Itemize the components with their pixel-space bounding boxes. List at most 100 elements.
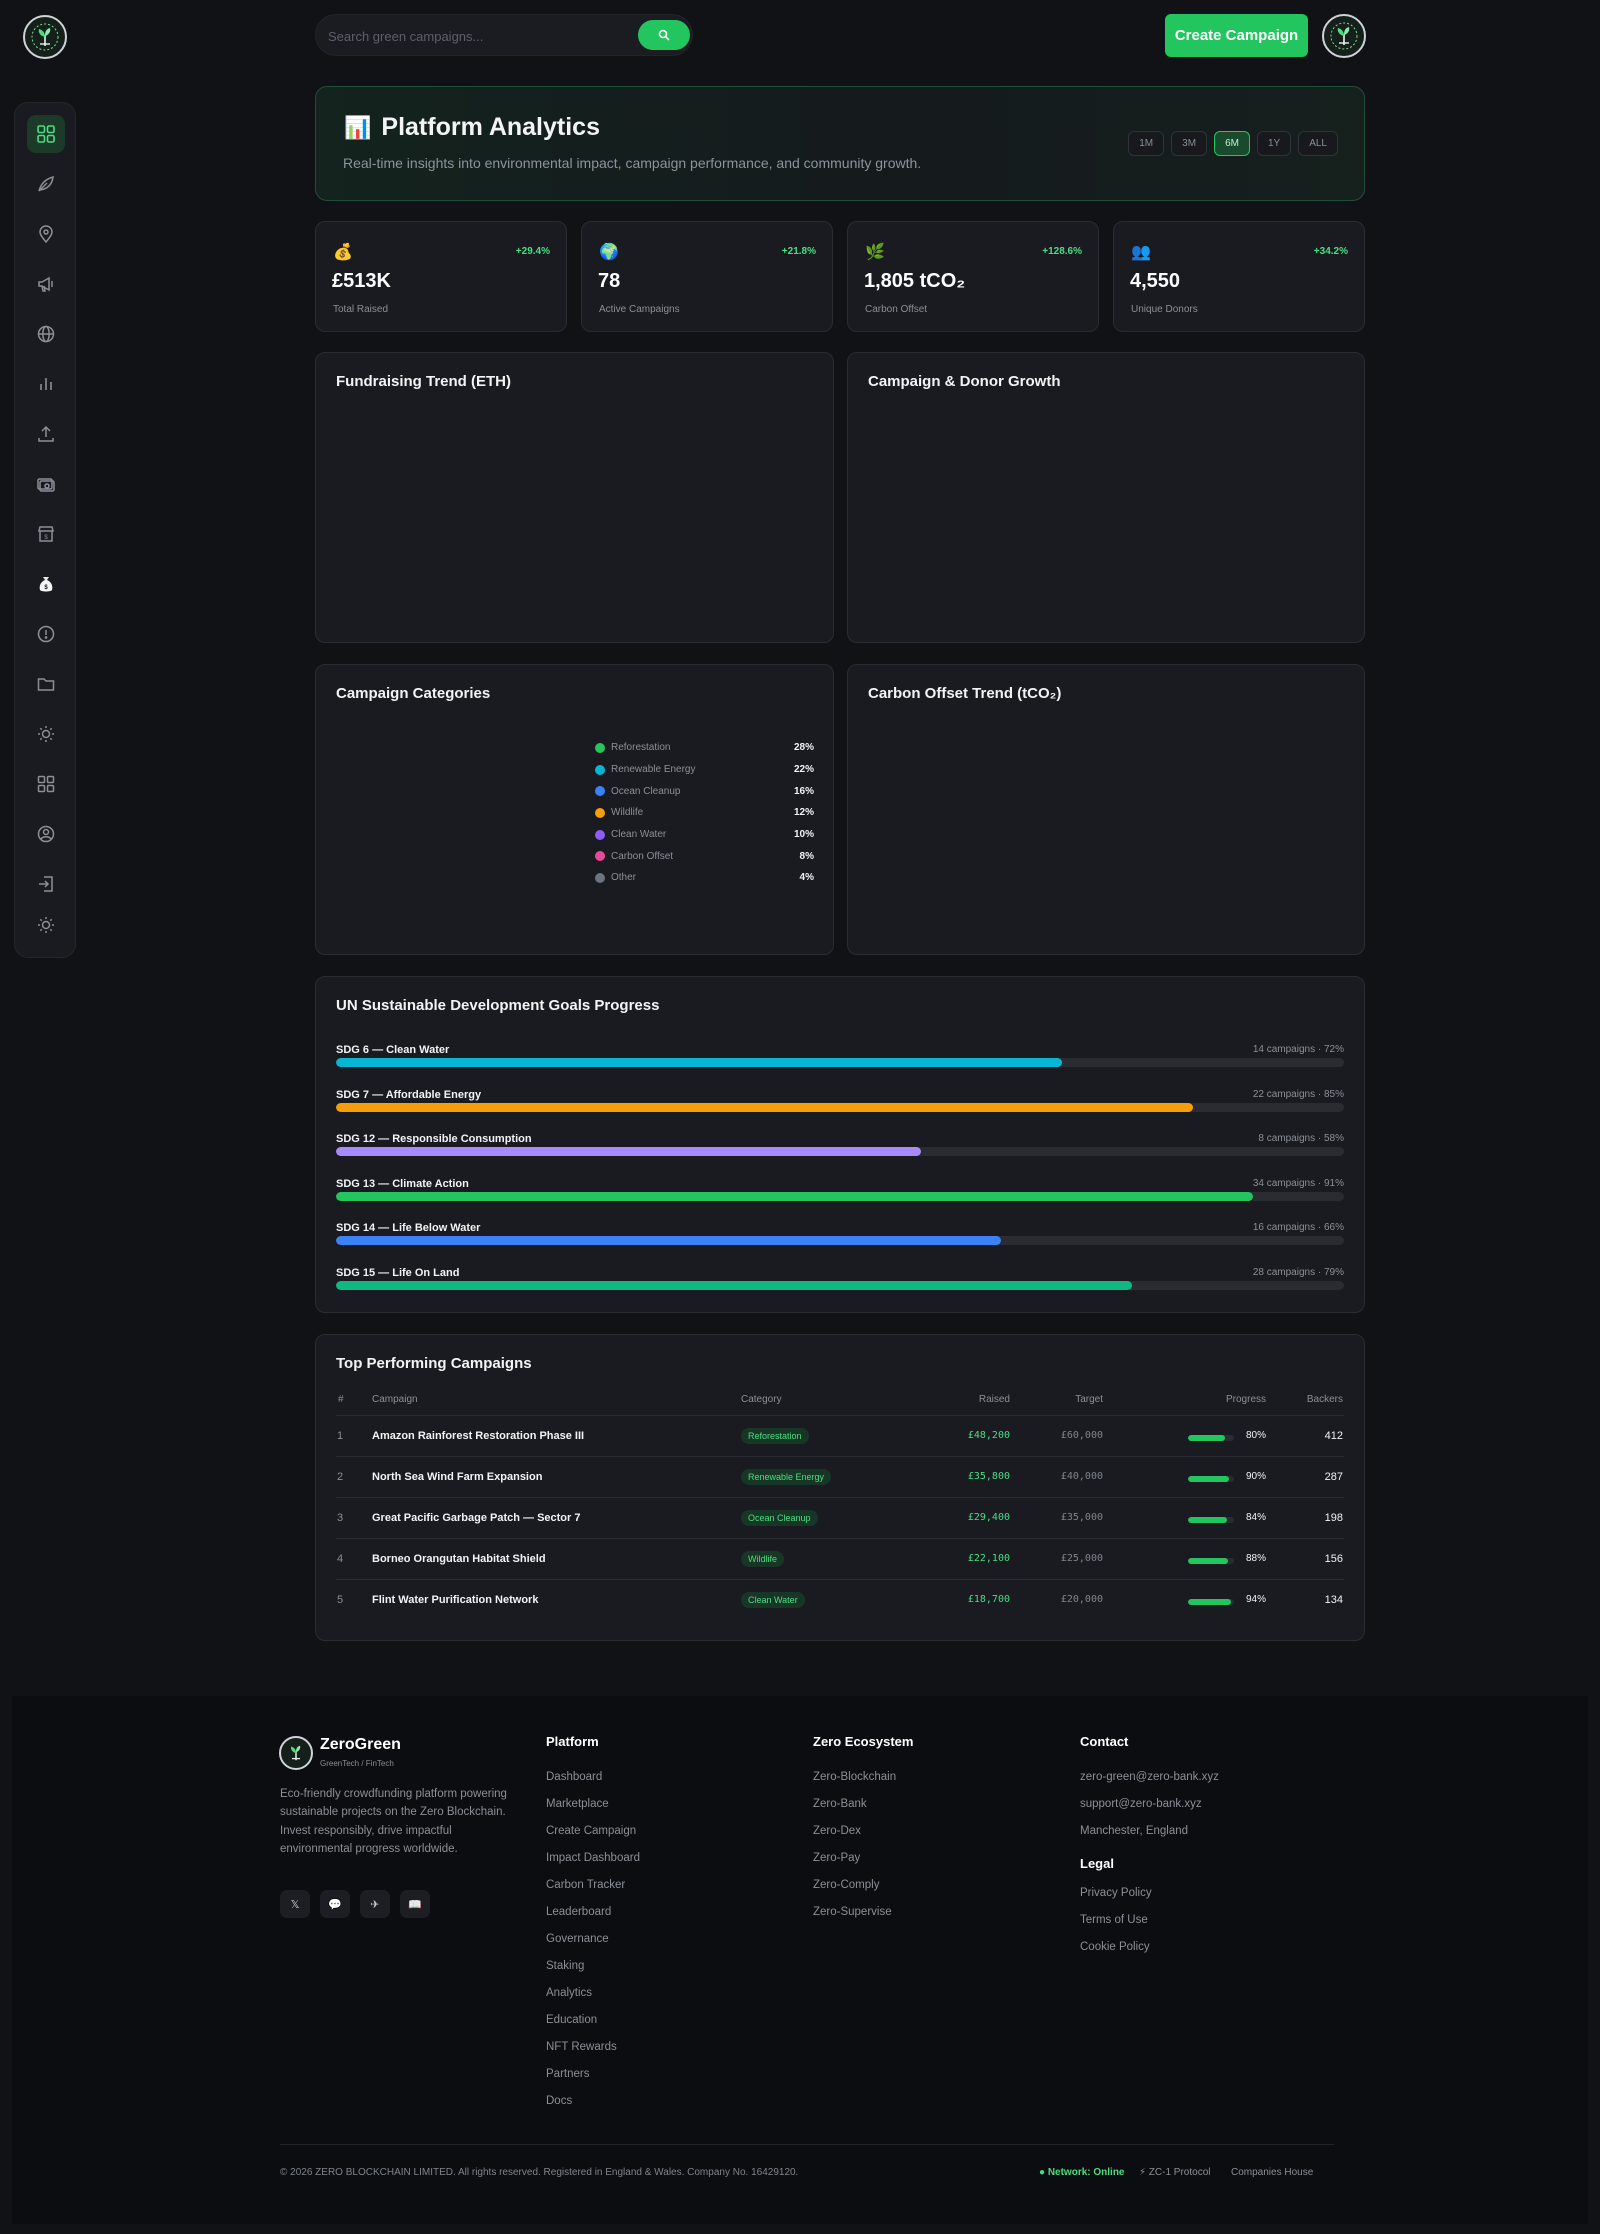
campaign-name[interactable]: Flint Water Purification Network — [372, 1594, 539, 1606]
table-row[interactable]: 5 Flint Water Purification Network Clean W… — [336, 1579, 1344, 1620]
raised-cell: £22,100 — [967, 1553, 1010, 1564]
sidebar-money-bag-icon[interactable]: $ — [27, 565, 65, 603]
stat-label: Unique Donors — [1131, 304, 1198, 315]
col-header-backers[interactable]: Backers — [1306, 1394, 1343, 1405]
footer-description: Eco-friendly crowdfunding platform power… — [280, 1788, 507, 1856]
footer-legal-link[interactable]: Cookie Policy — [1080, 1941, 1150, 1953]
col-header-campaign[interactable]: Campaign — [372, 1394, 418, 1405]
range-1y-button[interactable]: 1Y — [1256, 131, 1292, 156]
range-all-button[interactable]: ALL — [1298, 131, 1338, 156]
footer-platform-link[interactable]: Partners — [546, 2068, 590, 2080]
sidebar-user-circle-icon[interactable] — [27, 815, 65, 853]
col-header-progress[interactable]: Progress — [1225, 1394, 1266, 1405]
svg-text:$: $ — [44, 535, 48, 541]
sidebar-globe-icon[interactable] — [27, 315, 65, 353]
footer-platform-link[interactable]: Governance — [546, 1933, 609, 1945]
sdg-progress-track — [336, 1281, 1344, 1290]
sidebar-megaphone-icon[interactable] — [27, 265, 65, 303]
sidebar-sun-icon[interactable] — [27, 715, 65, 753]
footer-logo[interactable] — [279, 1736, 313, 1770]
sdg-name: SDG 15 — Life On Land — [336, 1267, 460, 1279]
sdg-row: SDG 6 — Clean Water 14 campaigns · 72% — [336, 1044, 1344, 1076]
chart-emoji-icon: 📊 — [344, 114, 372, 140]
footer-ecosystem-link[interactable]: Zero-Pay — [813, 1852, 861, 1864]
sidebar-alert-icon[interactable] — [27, 615, 65, 653]
table-row[interactable]: 1 Amazon Rainforest Restoration Phase III… — [336, 1415, 1344, 1456]
range-6m-button[interactable]: 6M — [1214, 131, 1250, 156]
campaign-name[interactable]: Borneo Orangutan Habitat Shield — [372, 1553, 546, 1565]
col-header-category[interactable]: Category — [741, 1394, 782, 1405]
progress-percent: 84% — [1246, 1512, 1267, 1523]
panel-title: Campaign & Donor Growth — [868, 373, 1061, 390]
legend-value: 8% — [799, 850, 814, 862]
footer-copyright: © 2026 ZERO BLOCKCHAIN LIMITED. All righ… — [280, 2167, 799, 2178]
sidebar-folder-icon[interactable] — [27, 665, 65, 703]
target-cell: £35,000 — [1060, 1512, 1103, 1523]
target-cell: £40,000 — [1060, 1471, 1103, 1482]
range-1m-button[interactable]: 1M — [1128, 131, 1165, 156]
legend-value: 12% — [793, 807, 814, 819]
footer-platform-link[interactable]: Dashboard — [546, 1771, 603, 1783]
footer-platform-link[interactable]: Staking — [546, 1960, 585, 1972]
footer-ecosystem-link[interactable]: Zero-Blockchain — [813, 1771, 897, 1783]
theme-toggle-icon[interactable] — [27, 906, 65, 944]
user-avatar[interactable] — [1322, 14, 1366, 58]
campaign-name[interactable]: Great Pacific Garbage Patch — Sector 7 — [372, 1512, 581, 1524]
sidebar-grid-icon[interactable] — [27, 765, 65, 803]
col-header-raised[interactable]: Raised — [978, 1394, 1010, 1405]
col-header-target[interactable]: Target — [1075, 1394, 1103, 1405]
footer-platform-link[interactable]: Docs — [546, 2095, 573, 2107]
social-chat-button[interactable]: 💬 — [320, 1890, 350, 1918]
sidebar-store-icon[interactable]: $ — [27, 515, 65, 553]
footer-platform-link[interactable]: Leaderboard — [546, 1906, 612, 1918]
footer-ecosystem-link[interactable]: Zero-Supervise — [813, 1906, 892, 1918]
social-x-button[interactable]: 𝕏 — [280, 1890, 310, 1918]
campaign-name[interactable]: Amazon Rainforest Restoration Phase III — [372, 1430, 585, 1442]
table-row[interactable]: 2 North Sea Wind Farm Expansion Renewable … — [336, 1456, 1344, 1497]
sidebar-money-icon[interactable] — [27, 465, 65, 503]
sidebar-dashboard-icon[interactable] — [27, 115, 65, 153]
footer-platform-link[interactable]: NFT Rewards — [546, 2041, 617, 2053]
search-input[interactable] — [328, 25, 618, 47]
legend-item: Other 4% — [595, 867, 814, 889]
social-docs-button[interactable]: 📖 — [400, 1890, 430, 1918]
table-row[interactable]: 3 Great Pacific Garbage Patch — Sector 7 O… — [336, 1497, 1344, 1538]
search-bar — [315, 14, 693, 56]
legend-label: Ocean Cleanup — [611, 785, 681, 797]
footer-contact-line[interactable]: Manchester, England — [1080, 1825, 1189, 1837]
footer-platform-link[interactable]: Marketplace — [546, 1798, 609, 1810]
category-badge: Reforestation — [741, 1428, 809, 1444]
footer-legal-link[interactable]: Terms of Use — [1080, 1914, 1148, 1926]
search-button[interactable] — [638, 20, 690, 50]
footer-platform-link[interactable]: Analytics — [546, 1987, 593, 1999]
protocol-link[interactable]: ⚡ ZC-1 Protocol — [1139, 2167, 1211, 2178]
footer-platform-link[interactable]: Create Campaign — [546, 1825, 637, 1837]
footer-ecosystem-link[interactable]: Zero-Bank — [813, 1798, 867, 1810]
sdg-progress-track — [336, 1236, 1344, 1246]
category-badge: Clean Water — [741, 1592, 805, 1608]
stat-value: £513K — [332, 270, 391, 292]
create-campaign-button[interactable]: Create Campaign — [1165, 14, 1308, 57]
footer-contact-line[interactable]: zero-green@zero-bank.xyz — [1080, 1771, 1219, 1783]
footer-platform-link[interactable]: Impact Dashboard — [546, 1852, 640, 1864]
progress-bar-fill — [1188, 1599, 1232, 1605]
sidebar-bar-chart-icon[interactable] — [27, 365, 65, 403]
target-cell: £25,000 — [1060, 1553, 1103, 1564]
sidebar-leaf-icon[interactable] — [27, 165, 65, 203]
social-telegram-button[interactable]: ✈ — [360, 1890, 390, 1918]
range-3m-button[interactable]: 3M — [1171, 131, 1208, 156]
legend-value: 4% — [799, 872, 814, 884]
footer-ecosystem-link[interactable]: Zero-Dex — [813, 1825, 861, 1837]
brand-logo[interactable] — [23, 15, 67, 59]
footer-contact-line[interactable]: support@zero-bank.xyz — [1080, 1798, 1202, 1810]
footer-platform-link[interactable]: Education — [546, 2014, 598, 2026]
sidebar-upload-icon[interactable] — [27, 415, 65, 453]
sidebar-location-pin-icon[interactable] — [27, 215, 65, 253]
footer-ecosystem-link[interactable]: Zero-Comply — [813, 1879, 880, 1891]
companies-house-link[interactable]: Companies House — [1231, 2167, 1314, 2178]
campaign-name[interactable]: North Sea Wind Farm Expansion — [372, 1471, 543, 1483]
table-row[interactable]: 4 Borneo Orangutan Habitat Shield Wildlife… — [336, 1538, 1344, 1579]
footer-legal-link[interactable]: Privacy Policy — [1080, 1887, 1152, 1899]
footer-platform-link[interactable]: Carbon Tracker — [546, 1879, 626, 1891]
sidebar-login-icon[interactable] — [27, 865, 65, 903]
